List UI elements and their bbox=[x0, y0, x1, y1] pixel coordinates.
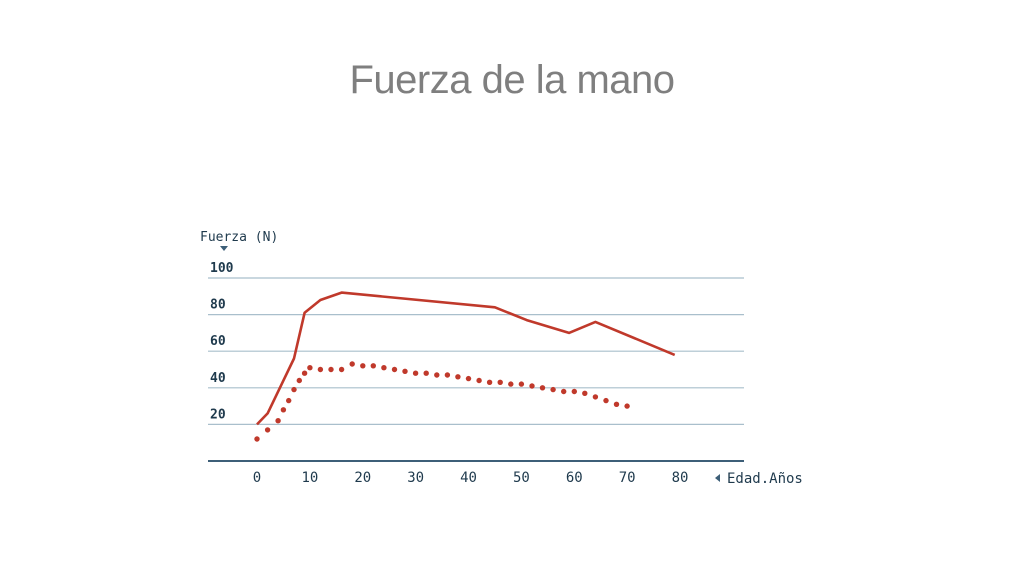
series-point-dotted bbox=[328, 366, 334, 373]
series-point-dotted bbox=[349, 361, 355, 367]
y-tick-label: 20 bbox=[210, 407, 226, 422]
series-point-dotted bbox=[486, 379, 493, 385]
x-tick-label: 0 bbox=[253, 470, 261, 486]
series-point-dotted bbox=[423, 370, 429, 376]
x-tick-label: 30 bbox=[407, 470, 424, 486]
series-point-dotted bbox=[508, 381, 514, 387]
series-point-dotted bbox=[476, 377, 482, 384]
series-point-dotted bbox=[592, 394, 599, 400]
series-point-dotted bbox=[497, 379, 503, 385]
series-point-dotted bbox=[275, 418, 281, 424]
x-tick-label: 70 bbox=[619, 470, 636, 486]
series-point-dotted bbox=[317, 366, 324, 373]
x-tick-label: 40 bbox=[460, 470, 477, 486]
series-point-dotted bbox=[381, 365, 387, 371]
x-tick-label: 80 bbox=[672, 470, 689, 486]
x-tick-label: 10 bbox=[301, 470, 318, 486]
series-group bbox=[254, 291, 676, 442]
series-point-dotted bbox=[518, 381, 525, 387]
series-line-solid bbox=[256, 291, 676, 426]
series-point-dotted bbox=[280, 407, 287, 413]
y-tick-label: 100 bbox=[210, 261, 234, 276]
series-point-dotted bbox=[455, 374, 461, 380]
series-point-dotted bbox=[402, 368, 408, 374]
series-point-dotted bbox=[301, 370, 308, 376]
series-point-dotted bbox=[434, 372, 440, 378]
y-tick-label: 60 bbox=[210, 334, 226, 349]
series-point-dotted bbox=[624, 403, 630, 409]
series-point-dotted bbox=[307, 365, 313, 371]
series-point-dotted bbox=[370, 363, 376, 369]
series-point-dotted bbox=[561, 388, 567, 395]
series-point-dotted bbox=[338, 366, 345, 373]
x-axis-label: Edad.Años bbox=[727, 471, 803, 487]
y-tick-label: 80 bbox=[210, 298, 226, 313]
series-point-dotted bbox=[603, 397, 609, 404]
x-tick-labels: 0 10 20 30 40 50 60 70 80 bbox=[253, 470, 689, 486]
y-axis-arrow-icon bbox=[220, 246, 228, 251]
series-point-dotted bbox=[296, 377, 302, 384]
series-point-dotted bbox=[550, 386, 556, 393]
x-tick-label: 50 bbox=[513, 470, 530, 486]
series-point-dotted bbox=[254, 436, 260, 442]
y-tick-label: 40 bbox=[210, 371, 226, 386]
x-axis-arrow-icon bbox=[715, 474, 720, 482]
series-point-dotted bbox=[360, 363, 366, 369]
series-point-dotted bbox=[391, 366, 398, 373]
series-point-dotted bbox=[291, 386, 297, 393]
series-point-dotted bbox=[286, 397, 292, 404]
x-tick-label: 20 bbox=[354, 470, 371, 486]
y-tick-labels: 20 40 60 80 100 bbox=[210, 261, 234, 422]
series-point-dotted bbox=[613, 401, 620, 407]
series-point-dotted bbox=[539, 385, 546, 391]
series-point-dotted bbox=[412, 370, 419, 376]
gridlines bbox=[208, 277, 744, 425]
series-point-dotted bbox=[444, 372, 451, 378]
x-tick-label: 60 bbox=[566, 470, 583, 486]
slide-title: Fuerza de la mano bbox=[349, 58, 675, 102]
series-point-dotted bbox=[465, 375, 472, 382]
series-point-dotted bbox=[264, 427, 271, 433]
series-point-dotted bbox=[529, 383, 535, 389]
series-point-dotted bbox=[571, 388, 577, 395]
series-point-dotted bbox=[582, 390, 588, 396]
y-axis-label: Fuerza (N) bbox=[200, 230, 278, 245]
